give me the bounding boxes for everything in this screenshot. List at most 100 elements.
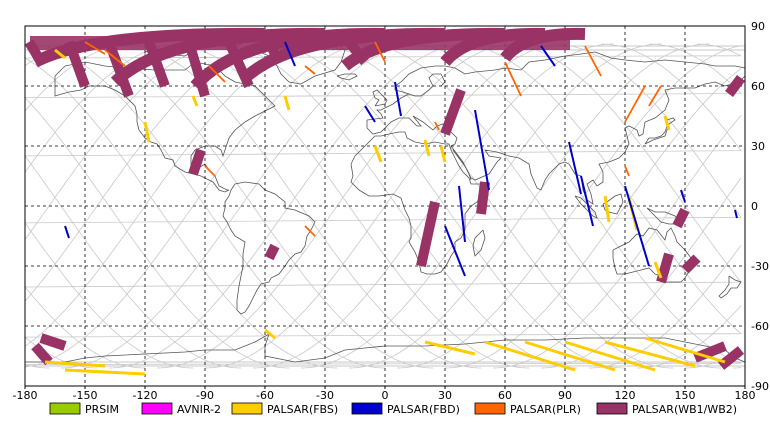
plr-swath — [204, 165, 216, 177]
latitude-tick: 0 — [751, 200, 758, 213]
fbd-swath — [568, 141, 582, 195]
fbs-swath — [439, 145, 447, 163]
longitude-tick: 90 — [558, 389, 572, 402]
legend-swatch — [596, 402, 628, 415]
legend-label: PALSAR(FBD) — [387, 403, 460, 416]
longitude-tick: 0 — [382, 389, 389, 402]
fbs-swath — [524, 340, 616, 372]
baltic-coast — [408, 73, 446, 97]
longitude-tick: 150 — [675, 389, 696, 402]
longitude-tick: -60 — [256, 389, 274, 402]
wb-swath — [264, 243, 280, 261]
fbs-swath — [663, 115, 671, 131]
legend-swatch — [231, 402, 263, 415]
wb-polar-band — [30, 36, 570, 50]
fbs-swath — [564, 340, 656, 372]
south-america-coast — [222, 181, 316, 315]
fbd-swath — [444, 225, 466, 277]
fbd-swath — [364, 105, 376, 123]
fbd-swath — [284, 41, 296, 67]
japan-coast — [644, 117, 676, 145]
wb-swath — [681, 254, 701, 274]
palsar-fbd-observations — [64, 41, 738, 277]
africa-coast — [350, 131, 488, 275]
fbd-swath — [734, 209, 738, 219]
latitude-tick: -90 — [751, 380, 769, 393]
fbs-swath — [44, 360, 106, 368]
legend-label: PALSAR(FBS) — [267, 403, 338, 416]
latitude-tick: 30 — [751, 140, 765, 153]
fbs-swath — [604, 340, 696, 368]
wb-swath — [672, 207, 690, 229]
legend-label: PALSAR(WB1/WB2) — [632, 403, 737, 416]
fbs-swath — [143, 121, 151, 143]
longitude-tick: -90 — [196, 389, 214, 402]
plr-swath — [304, 225, 316, 237]
legend: PRSIM AVNIR-2 PALSAR(FBS) PALSAR(FBD) PALSAR… — [49, 402, 737, 416]
palsar-wb-observations — [24, 27, 745, 370]
fbs-swath — [603, 195, 611, 223]
legend-swatch — [141, 402, 173, 415]
plr-swath — [624, 165, 630, 177]
new-zealand-coast — [718, 275, 742, 299]
fbd-swath — [580, 175, 594, 227]
fbs-swath — [424, 340, 476, 356]
latitude-tick: 90 — [751, 20, 765, 33]
wb-swath — [104, 40, 134, 98]
wb-swath — [39, 333, 67, 351]
plr-swath — [434, 121, 440, 131]
fbd-swath — [624, 185, 650, 267]
longitude-tick: -150 — [73, 389, 98, 402]
longitude-tick: 30 — [438, 389, 452, 402]
graticule — [25, 26, 745, 386]
latitude-tick: 60 — [751, 80, 765, 93]
madagascar-coast — [472, 229, 486, 257]
longitude-tick: 180 — [735, 389, 756, 402]
wb-swath — [440, 88, 466, 136]
plr-swath — [504, 61, 522, 97]
plr-swath — [84, 41, 106, 55]
plr-swath — [304, 65, 316, 75]
longitude-tick: 60 — [498, 389, 512, 402]
british-isles-coast — [372, 89, 388, 107]
fbs-swath — [54, 48, 66, 60]
plr-swath — [624, 85, 646, 123]
fbs-swath — [653, 261, 663, 279]
fbd-swath — [458, 185, 466, 243]
orbit-track — [24, 43, 742, 369]
fbd-swath — [680, 189, 686, 203]
legend-label: PALSAR(PLR) — [510, 403, 581, 416]
legend-swatch — [49, 402, 81, 415]
longitude-tick-labels: -180 -150 -120 -90 -60 -30 0 30 60 90 120 150 180 — [13, 386, 756, 402]
fbd-swath — [64, 225, 70, 239]
iceland-coast — [336, 73, 358, 81]
fbs-swath — [264, 328, 276, 340]
legend-label: AVNIR-2 — [177, 403, 221, 416]
wb-swath — [416, 200, 440, 268]
palsar-plr-observations — [84, 41, 662, 237]
wb-swath — [188, 148, 206, 176]
plr-swath — [104, 49, 126, 67]
plr-swath — [648, 85, 662, 107]
legend-swatch — [351, 402, 383, 415]
latitude-tick: -60 — [751, 320, 769, 333]
legend-swatch — [474, 402, 506, 415]
plr-swath — [374, 41, 386, 63]
fbs-swath — [64, 368, 146, 376]
longitude-tick: 120 — [615, 389, 636, 402]
fbd-swath — [474, 109, 490, 191]
fbs-swath — [191, 95, 199, 107]
red-sea-coast — [452, 149, 472, 181]
fbd-swath — [540, 45, 556, 67]
fbs-swath — [484, 340, 576, 372]
fbs-swath — [423, 139, 431, 157]
fbs-swath — [644, 336, 726, 364]
latitude-tick-labels: 90 60 30 0 -30 -60 -90 — [751, 20, 769, 393]
fbs-swath — [373, 145, 383, 163]
fbd-swath — [394, 81, 402, 117]
wb-swath — [31, 342, 53, 366]
longitude-tick: -180 — [13, 389, 38, 402]
latitude-tick: -30 — [751, 260, 769, 273]
longitude-tick: -120 — [133, 389, 158, 402]
